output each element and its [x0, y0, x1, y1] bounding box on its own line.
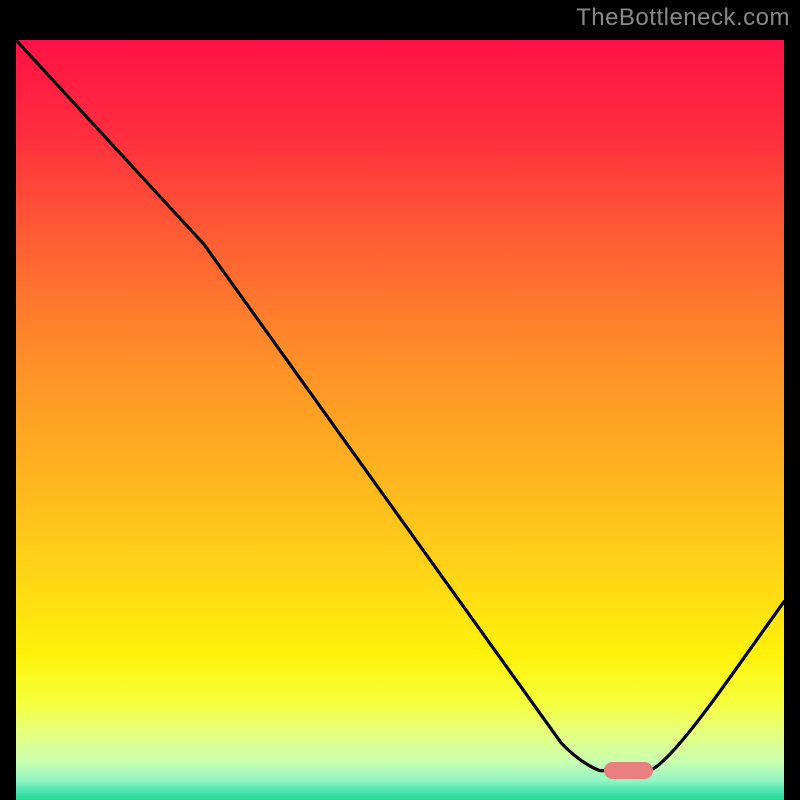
main-curve — [16, 40, 784, 771]
attribution-text: TheBottleneck.com — [576, 4, 790, 32]
plot-area — [16, 40, 784, 784]
highlight-marker — [604, 762, 654, 778]
curve-layer — [16, 40, 784, 784]
chart-root: TheBottleneck.com — [0, 0, 800, 800]
